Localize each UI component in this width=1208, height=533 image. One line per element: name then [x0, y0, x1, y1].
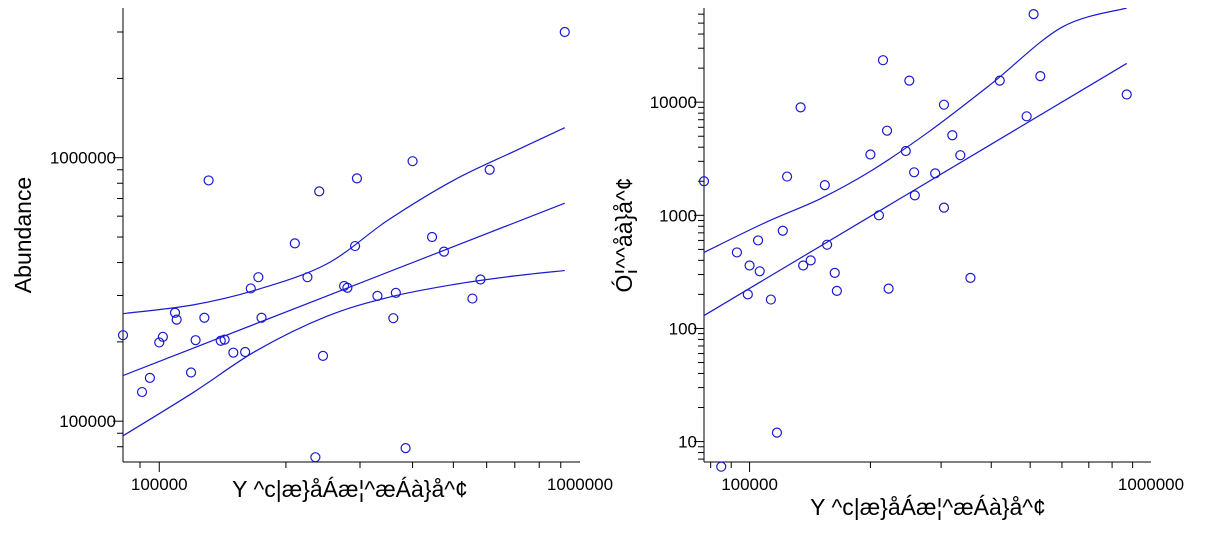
regression-line — [704, 63, 1127, 315]
data-point — [743, 290, 752, 299]
data-point — [204, 176, 213, 185]
data-point — [939, 100, 948, 109]
x-tick-label: 1000000 — [1118, 475, 1184, 494]
upper-confidence-curve — [704, 8, 1127, 252]
data-point — [191, 336, 200, 345]
data-point — [352, 174, 361, 183]
regression-line — [123, 203, 565, 375]
lower-confidence-curve — [123, 271, 565, 436]
data-point — [874, 211, 883, 220]
data-point — [468, 294, 477, 303]
data-point — [1029, 10, 1038, 19]
y-tick-label: 1000 — [659, 206, 697, 225]
data-point — [884, 284, 893, 293]
data-point — [806, 256, 815, 265]
data-point — [389, 314, 398, 323]
data-point — [939, 203, 948, 212]
confidence-band — [704, 8, 1127, 252]
fit-line — [704, 63, 1127, 315]
y-tick-label: 1000000 — [50, 149, 116, 168]
data-point — [290, 239, 299, 248]
y-axis-title: Abundance — [10, 177, 36, 293]
data-point — [866, 150, 875, 159]
data-points — [700, 10, 1132, 472]
data-point — [241, 348, 250, 357]
y-axis-title: Ó¦^^åà}å^¢ — [611, 177, 637, 292]
second-index-chart: 100000 1000000 10 100 1000 10000 Y ^c|æ}åÁæ¦^… — [611, 8, 1184, 520]
data-point — [820, 181, 829, 190]
y-tick-label: 10 — [678, 433, 697, 452]
data-point — [254, 273, 263, 282]
data-point — [832, 286, 841, 295]
data-point — [931, 169, 940, 178]
data-point — [428, 233, 437, 242]
data-point — [145, 373, 154, 382]
data-point — [905, 76, 914, 85]
data-point — [783, 172, 792, 181]
data-point — [315, 187, 324, 196]
data-point — [408, 157, 417, 166]
x-tick-label: 1000000 — [547, 475, 613, 494]
data-point — [1036, 72, 1045, 81]
y-tick-label: 10000 — [650, 93, 697, 112]
data-point — [732, 248, 741, 257]
data-point — [1022, 112, 1031, 121]
x-tick-label: 100000 — [721, 475, 778, 494]
data-point — [351, 242, 360, 251]
data-point — [229, 348, 238, 357]
data-point — [200, 313, 209, 322]
data-point — [966, 273, 975, 282]
data-point — [560, 27, 569, 36]
data-point — [948, 131, 957, 140]
data-point — [717, 462, 726, 471]
data-point — [1122, 90, 1131, 99]
data-point — [772, 428, 781, 437]
data-point — [318, 351, 327, 360]
data-point — [883, 126, 892, 135]
data-point — [755, 267, 764, 276]
data-point — [910, 191, 919, 200]
data-point — [830, 268, 839, 277]
data-point — [879, 56, 888, 65]
fit-line — [123, 203, 565, 375]
data-point — [754, 236, 763, 245]
data-point — [373, 291, 382, 300]
axis-ticks: 100000 1000000 10 100 1000 10000 — [650, 14, 1184, 494]
data-point — [187, 368, 196, 377]
x-tick-label: 100000 — [131, 475, 188, 494]
data-point — [745, 261, 754, 270]
y-tick-label: 100000 — [59, 412, 116, 431]
abundance-chart: 100000 1000000 100000 1000000 Y ^c|æ}åÁæ¦^æ… — [10, 8, 613, 502]
data-point — [311, 453, 320, 462]
data-point — [778, 226, 787, 235]
x-axis-title: Y ^c|æ}åÁæ¦^æÁà}å^¢ — [232, 476, 468, 502]
x-axis-title: Y ^c|æ}åÁæ¦^æÁà}å^¢ — [810, 494, 1046, 520]
data-point — [138, 388, 147, 397]
axis-ticks: 100000 1000000 100000 1000000 — [50, 32, 613, 494]
data-point — [956, 151, 965, 160]
data-point — [303, 273, 312, 282]
data-point — [796, 103, 805, 112]
data-point — [401, 444, 410, 453]
data-point — [485, 165, 494, 174]
data-point — [910, 168, 919, 177]
data-point — [766, 295, 775, 304]
y-tick-label: 100 — [669, 319, 697, 338]
